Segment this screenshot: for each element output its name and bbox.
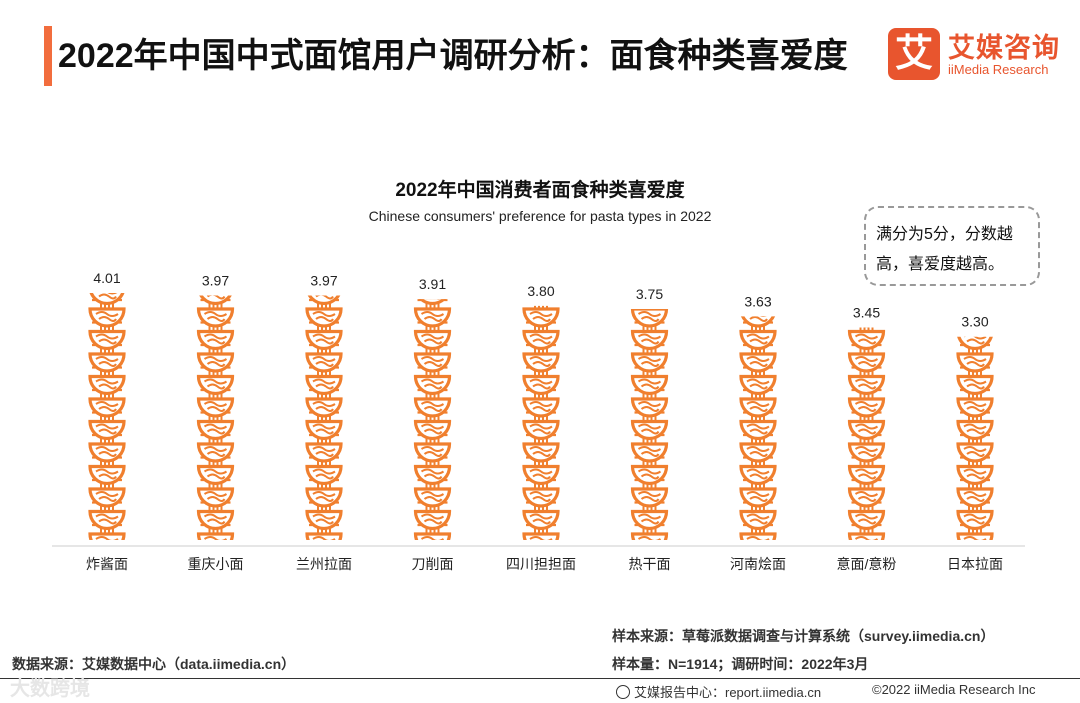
footer-divider <box>0 678 1080 679</box>
category-label: 重庆小面 <box>188 556 244 572</box>
value-label: 3.45 <box>853 304 880 320</box>
bar-2: 3.97 兰州拉面 <box>296 272 352 572</box>
bar-4: 3.80 四川担担面 <box>506 283 576 572</box>
watermark: 大数跨境 <box>10 678 90 700</box>
bar-3: 3.91 刀削面 <box>412 276 454 572</box>
iimedia-logo: 艾 艾媒咨询 iiMedia Research <box>888 24 1068 84</box>
sample-size: 样本量：N=1914；调研时间：2022年3月 <box>612 656 869 672</box>
bar-7: 3.45 意面/意粉 <box>837 304 897 572</box>
bar-8: 3.30 日本拉面 <box>947 314 1003 572</box>
bar-6: 3.63 河南烩面 <box>730 293 786 572</box>
logo-mark: 艾 <box>888 28 940 80</box>
category-label: 日本拉面 <box>947 556 1003 572</box>
copyright: ©2022 iiMedia Research Inc <box>872 682 1036 697</box>
page-title: 2022年中国中式面馆用户调研分析：面食种类喜爱度 <box>58 37 848 75</box>
value-label: 3.97 <box>202 272 229 288</box>
bar-1: 3.97 重庆小面 <box>188 272 244 572</box>
value-label: 3.97 <box>310 272 337 288</box>
logo-chinese-name: 艾媒咨询 <box>948 33 1060 63</box>
category-label: 四川担担面 <box>506 556 576 572</box>
value-label: 3.80 <box>527 283 554 299</box>
sample-source: 样本来源：草莓派数据调查与计算系统（survey.iimedia.cn） <box>612 628 995 644</box>
logo-english-name: iiMedia Research <box>948 62 1049 77</box>
chart-subtitle: Chinese consumers' preference for pasta … <box>368 208 712 224</box>
value-label: 3.75 <box>636 286 663 302</box>
score-note: 满分为5分，分数越高，喜爱度越高。 <box>864 206 1040 286</box>
value-label: 4.01 <box>93 270 120 286</box>
noodle-bowl-icon <box>847 327 886 351</box>
category-label: 炸酱面 <box>86 556 128 572</box>
data-source: 数据来源：艾媒数据中心（data.iimedia.cn） <box>12 656 296 672</box>
report-center-link[interactable]: 艾媒报告中心：report.iimedia.cn <box>634 685 822 700</box>
value-label: 3.91 <box>419 276 446 292</box>
category-label: 意面/意粉 <box>837 556 897 572</box>
title-accent-bar <box>44 26 52 86</box>
value-label: 3.30 <box>961 314 988 330</box>
category-label: 热干面 <box>629 556 671 572</box>
value-label: 3.63 <box>744 293 771 309</box>
chart-title: 2022年中国消费者面食种类喜爱度 <box>395 180 685 201</box>
category-label: 河南烩面 <box>730 556 786 572</box>
report-center[interactable]: 艾媒报告中心：report.iimedia.cn <box>616 682 821 701</box>
globe-icon <box>616 685 630 699</box>
bar-0: 4.01 炸酱面 <box>86 270 128 572</box>
category-label: 刀削面 <box>412 556 454 572</box>
category-label: 兰州拉面 <box>296 556 352 572</box>
noodle-bowl-icon <box>413 299 452 328</box>
bar-5: 3.75 热干面 <box>629 286 671 572</box>
